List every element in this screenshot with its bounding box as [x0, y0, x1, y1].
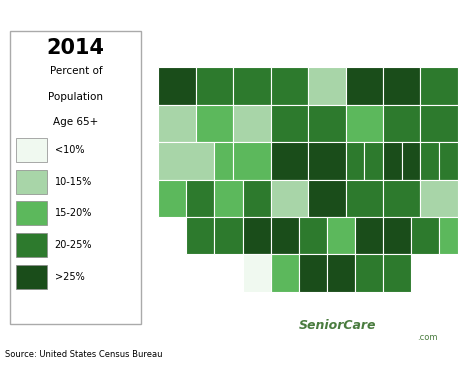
Bar	[420, 105, 458, 142]
Text: .com: .com	[417, 333, 438, 342]
Text: 15-20%: 15-20%	[55, 208, 92, 218]
Bar	[327, 254, 355, 292]
Bar	[16, 138, 47, 162]
Bar	[186, 217, 214, 254]
Bar	[214, 142, 233, 180]
Bar	[383, 180, 420, 217]
Bar	[439, 142, 458, 180]
Bar	[271, 217, 299, 254]
Bar	[16, 265, 47, 289]
Text: Source: United States Census Bureau: Source: United States Census Bureau	[5, 350, 162, 359]
Bar	[299, 217, 327, 254]
Bar	[420, 180, 458, 217]
Bar	[383, 142, 402, 180]
Text: 2014: 2014	[47, 38, 105, 58]
Bar	[411, 217, 439, 254]
Bar	[158, 180, 186, 217]
Bar	[271, 105, 308, 142]
Text: Population: Population	[48, 92, 103, 102]
Bar	[16, 202, 47, 225]
Bar	[383, 105, 420, 142]
Text: 10-15%: 10-15%	[55, 177, 92, 187]
Bar	[158, 105, 196, 142]
Bar	[214, 217, 243, 254]
Bar	[383, 67, 420, 105]
Bar	[271, 254, 299, 292]
Bar	[271, 67, 308, 105]
Text: >25%: >25%	[55, 272, 84, 282]
Bar	[308, 142, 346, 180]
Bar	[158, 67, 196, 105]
Bar	[271, 142, 308, 180]
Bar	[16, 170, 47, 194]
Bar	[346, 105, 383, 142]
Bar	[233, 105, 271, 142]
Bar	[439, 217, 458, 254]
Bar	[196, 67, 233, 105]
Bar	[402, 142, 420, 180]
Text: Percent of: Percent of	[49, 67, 102, 76]
Bar	[420, 67, 458, 105]
Bar	[158, 142, 214, 180]
Bar	[214, 180, 243, 217]
Bar	[420, 142, 439, 180]
Bar	[299, 254, 327, 292]
Bar	[346, 142, 365, 180]
Bar	[196, 105, 233, 142]
Bar	[186, 180, 214, 217]
Bar	[308, 67, 346, 105]
Bar	[233, 67, 271, 105]
Bar	[308, 180, 346, 217]
Text: SeniorCare: SeniorCare	[299, 319, 376, 332]
Bar	[233, 142, 271, 180]
Bar	[243, 254, 271, 292]
Bar	[243, 217, 271, 254]
Bar	[271, 180, 308, 217]
Bar	[346, 67, 383, 105]
Bar	[365, 142, 383, 180]
Bar	[308, 105, 346, 142]
Bar	[16, 233, 47, 257]
Text: 20-25%: 20-25%	[55, 240, 92, 250]
Bar	[243, 180, 271, 217]
Bar	[383, 217, 411, 254]
Bar	[355, 254, 383, 292]
Text: <10%: <10%	[55, 145, 84, 155]
Text: Age 65+: Age 65+	[53, 117, 99, 127]
Bar	[327, 217, 355, 254]
Bar	[355, 217, 383, 254]
Bar	[383, 254, 411, 292]
Bar	[346, 180, 383, 217]
